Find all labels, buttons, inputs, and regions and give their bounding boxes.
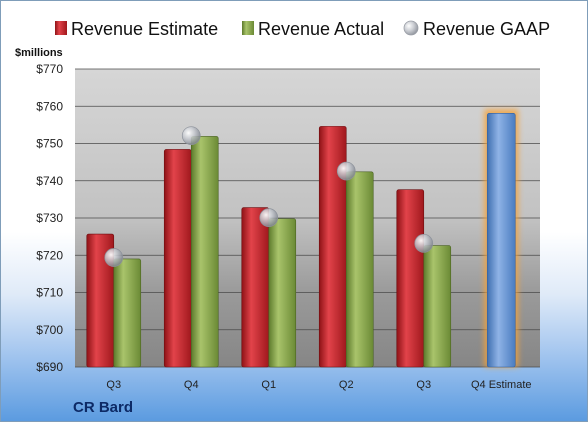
legend-swatch-gaap bbox=[403, 20, 419, 36]
y-tick-label: $710 bbox=[36, 286, 63, 300]
point-revenue-gaap bbox=[414, 233, 434, 253]
y-tick-label: $700 bbox=[36, 323, 63, 337]
bar-revenue-estimate bbox=[318, 126, 347, 368]
y-axis-unit-label: $millions bbox=[15, 47, 63, 59]
point-revenue-gaap bbox=[104, 248, 124, 267]
gaap-points bbox=[104, 126, 434, 267]
bars bbox=[86, 109, 519, 368]
bar-revenue-estimate bbox=[396, 189, 425, 368]
bar-revenue-actual bbox=[113, 258, 142, 368]
point-revenue-gaap bbox=[336, 161, 356, 181]
x-axis-categories: Q3 Q4 Q1 Q2 Q3 Q4 Estimate bbox=[106, 379, 531, 391]
bar-revenue-actual bbox=[423, 245, 452, 368]
y-tick-label: $760 bbox=[36, 99, 63, 113]
bar-revenue-actual bbox=[345, 171, 374, 368]
point-revenue-gaap bbox=[259, 208, 279, 227]
y-tick-label: $770 bbox=[36, 62, 63, 76]
x-category-label: Q4 Estimate bbox=[471, 379, 532, 391]
bar-revenue-estimate-future bbox=[486, 113, 516, 368]
legend-label-actual: Revenue Actual bbox=[258, 19, 384, 39]
x-category-label: Q3 bbox=[106, 379, 121, 391]
bar-revenue-estimate bbox=[163, 149, 192, 368]
x-category-label: Q3 bbox=[416, 379, 431, 391]
y-axis-ticks: $690 $700 $710 $720 $730 $740 $750 $760 $770 bbox=[36, 62, 63, 374]
legend-label-estimate: Revenue Estimate bbox=[71, 19, 218, 39]
y-tick-label: $720 bbox=[36, 248, 63, 262]
legend: Revenue Estimate Revenue Actual Revenue … bbox=[55, 19, 550, 39]
x-category-label: Q4 bbox=[184, 379, 199, 391]
grid-lines bbox=[75, 68, 540, 368]
bar-revenue-actual bbox=[268, 218, 297, 368]
y-tick-label: $740 bbox=[36, 174, 63, 188]
legend-swatch-actual bbox=[242, 21, 254, 35]
bar-revenue-actual bbox=[190, 136, 219, 368]
y-tick-label: $690 bbox=[36, 360, 63, 374]
legend-label-gaap: Revenue GAAP bbox=[423, 19, 550, 39]
y-tick-label: $730 bbox=[36, 211, 63, 225]
legend-swatch-estimate bbox=[55, 21, 67, 35]
company-label: CR Bard bbox=[73, 399, 133, 416]
x-category-label: Q1 bbox=[261, 379, 276, 391]
point-revenue-gaap bbox=[181, 126, 201, 146]
bar-revenue-estimate bbox=[241, 207, 270, 368]
y-tick-label: $750 bbox=[36, 137, 63, 151]
x-category-label: Q2 bbox=[339, 379, 354, 391]
